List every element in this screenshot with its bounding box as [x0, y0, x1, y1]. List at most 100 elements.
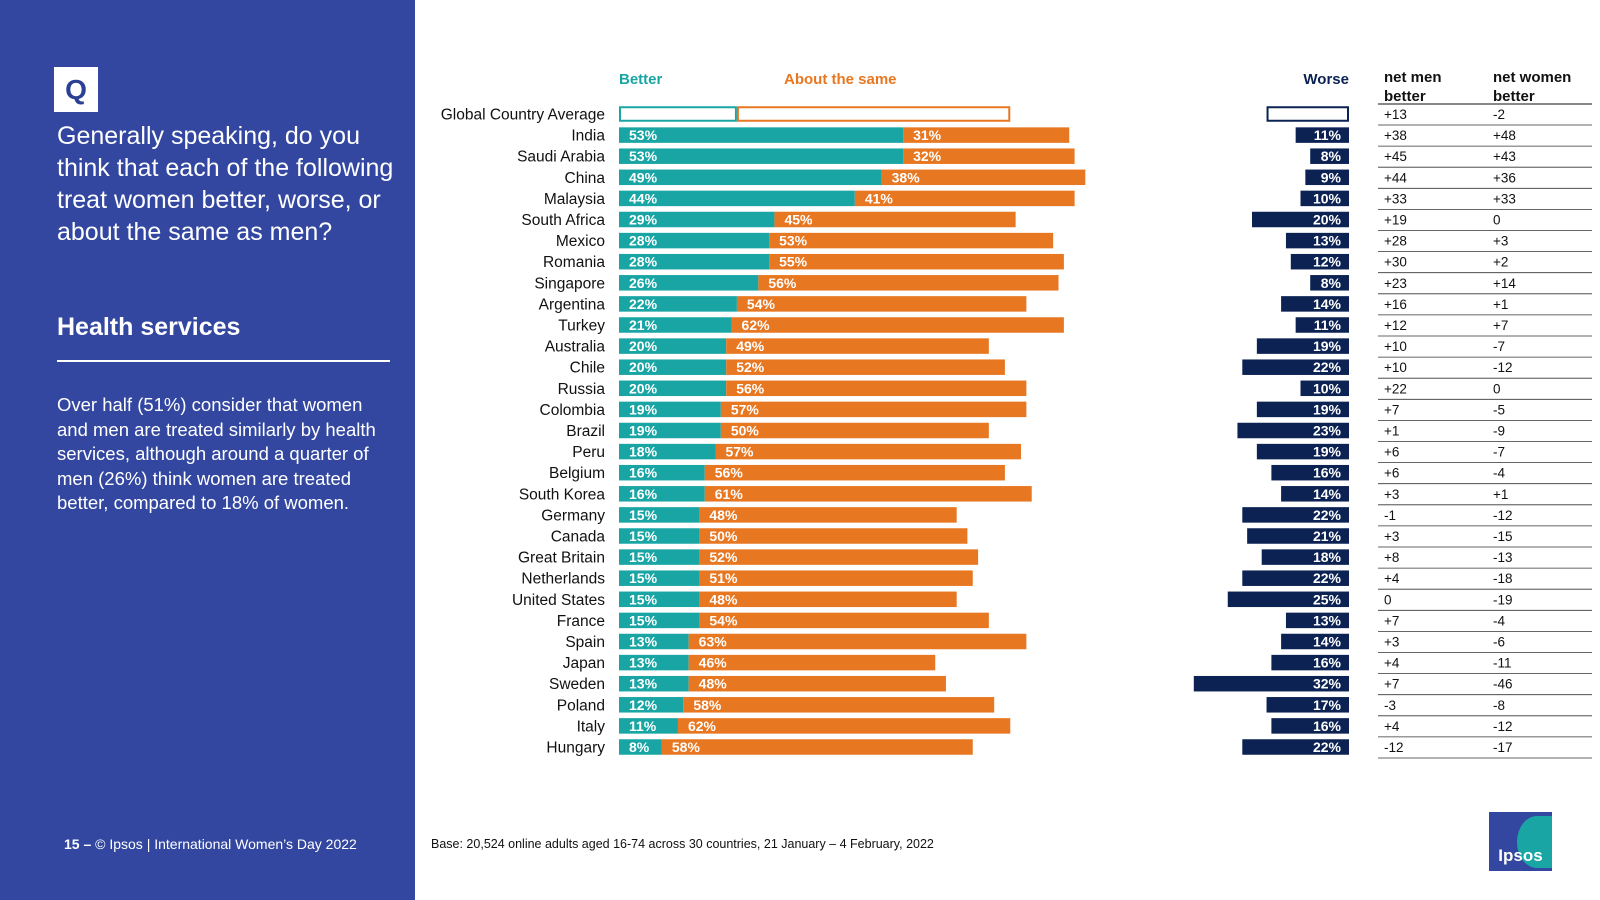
label-better: 15% [629, 528, 658, 544]
net-men-better-value: +19 [1384, 213, 1407, 228]
category-label: Germany [541, 507, 605, 524]
bar-better [619, 148, 904, 164]
net-men-better-value: +4 [1384, 656, 1400, 671]
bar-about-same [903, 127, 1070, 143]
summary-text: Over half (51%) consider that women and … [57, 394, 376, 513]
category-label: Poland [557, 697, 605, 714]
net-men-better-value: +28 [1384, 234, 1407, 249]
label-better: 18% [629, 444, 658, 460]
bar-better [619, 612, 700, 629]
copyright-text: © Ipsos | International Women’s Day 2022 [95, 836, 357, 852]
category-label: Peru [572, 444, 605, 461]
bar-about-same [699, 591, 957, 608]
category-label: Hungary [546, 740, 605, 757]
bar-about-same [699, 528, 968, 544]
bar-worse [1271, 718, 1349, 734]
label-better: 8% [629, 739, 650, 755]
bar-better [619, 275, 759, 291]
label-about-same: 41% [865, 190, 894, 206]
bar-better [619, 422, 721, 439]
label-better: 20% [629, 359, 658, 375]
net-women-better-value: -18 [1493, 571, 1513, 586]
net-women-better-value: +36 [1493, 170, 1516, 185]
bar-about-same [731, 317, 1064, 333]
label-worse: 9% [1321, 169, 1342, 185]
bar-about-same [677, 718, 1011, 734]
net-men-better-value: +7 [1384, 613, 1399, 628]
net-women-better-value: -6 [1493, 635, 1505, 650]
topic-title: Health services [57, 313, 241, 341]
label-about-same: 62% [742, 317, 771, 333]
header-net-men-better: net men better [1384, 69, 1442, 105]
bar-about-same [758, 275, 1059, 291]
label-worse: 22% [1313, 507, 1342, 523]
bar-about-same [688, 654, 936, 671]
label-better: 49% [629, 169, 658, 185]
net-women-better-value: +1 [1493, 487, 1508, 502]
bar-worse [1242, 570, 1349, 586]
bar-worse [1242, 507, 1349, 523]
bar-about-same [769, 232, 1054, 249]
label-about-same: 58% [672, 739, 701, 755]
label-worse: 14% [1313, 634, 1342, 650]
net-women-better-value: -12 [1493, 508, 1513, 523]
net-men-better-value: +3 [1384, 487, 1399, 502]
label-worse: 12% [1313, 254, 1342, 270]
label-about-same: 46% [699, 655, 728, 671]
label-worse: 23% [1313, 423, 1342, 439]
label-better: 12% [629, 697, 658, 713]
bar-better [619, 718, 678, 734]
net-men-better-value: +16 [1384, 297, 1407, 312]
label-better: 15% [629, 549, 658, 565]
net-women-better-value: -7 [1493, 339, 1505, 354]
net-women-better-value: -12 [1493, 360, 1513, 375]
net-women-better-value: -17 [1493, 740, 1513, 755]
question-text: Generally speaking, do you think that ea… [57, 122, 394, 246]
net-women-better-value: +2 [1493, 255, 1508, 270]
bar-worse [1193, 675, 1349, 692]
bar-worse [1295, 317, 1349, 333]
bar-better [619, 464, 705, 481]
bar-better [619, 507, 700, 523]
category-label: Mexico [556, 233, 605, 250]
label-better: 13% [629, 655, 658, 671]
header-better: Better [619, 71, 663, 88]
net-men-better-value: +7 [1384, 402, 1399, 417]
net-women-better-value: +1 [1493, 297, 1508, 312]
label-worse: 32% [1313, 676, 1342, 692]
bar-better [619, 296, 737, 312]
label-about-same: 49% [736, 338, 765, 354]
bar-about-same [661, 739, 973, 755]
category-label: Spain [565, 634, 605, 651]
category-label: Brazil [566, 423, 605, 440]
label-better: 26% [629, 275, 658, 291]
category-label: Japan [563, 655, 605, 672]
bar-better [619, 190, 855, 207]
bar-better [619, 380, 727, 397]
net-women-better-value: +7 [1493, 318, 1508, 333]
bar-about-same [903, 148, 1075, 164]
bar-better [619, 317, 732, 333]
label-worse: 8% [1321, 275, 1342, 291]
label-worse: 22% [1313, 359, 1342, 375]
bar-better [619, 675, 689, 692]
label-worse: 16% [1313, 655, 1342, 671]
bar-about-same [736, 296, 1027, 312]
category-label: Canada [551, 529, 606, 546]
label-worse: 16% [1313, 465, 1342, 481]
bar-worse [1281, 486, 1349, 502]
header-about-same: About the same [784, 71, 897, 88]
bar-about-same [720, 401, 1027, 418]
label-about-same: 50% [709, 528, 738, 544]
label-better: 22% [629, 106, 658, 122]
category-label: South Africa [521, 212, 605, 229]
label-better: 15% [629, 591, 658, 607]
label-better: 28% [629, 233, 658, 249]
bar-about-same [854, 190, 1075, 207]
net-men-better-value: +45 [1384, 149, 1407, 164]
bar-about-same [704, 486, 1032, 502]
label-better: 29% [629, 212, 658, 228]
ipsos-logo: Ipsos [1489, 812, 1552, 871]
bar-about-same [726, 338, 989, 354]
label-about-same: 52% [736, 359, 765, 375]
